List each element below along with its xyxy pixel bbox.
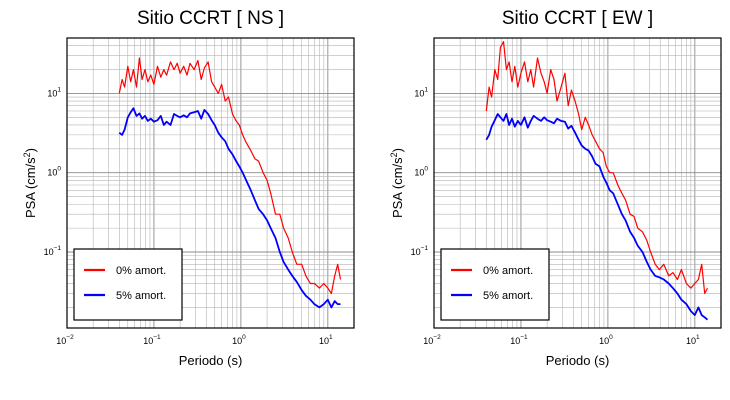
x-tick-label: 100 [232,334,246,346]
y-tick-label: 100 [47,166,61,178]
x-tick-label: 10−2 [56,334,74,346]
legend-box [73,248,183,321]
legend-box [440,248,550,321]
y-axis-label: PSA (cm/s2) [389,148,405,218]
chart-panel-1: Sitio CCRT [ EW ] 10−2 10−1 100 101 10−1 100 10… [389,8,722,368]
chart-panel-0: Sitio CCRT [ NS ] 10−2 10−1 100 101 10−1 100 10… [22,8,355,368]
x-tick-label: 100 [599,334,613,346]
y-tick-label: 100 [414,166,428,178]
legend-label: 5% amort. [116,290,166,302]
series-line-damped [485,113,709,321]
x-tick-label: 10−2 [423,334,441,346]
grid [66,37,355,328]
legend: 0% amort. 5% amort. [73,248,183,321]
x-tick-label: 101 [686,334,700,346]
plot-frame [66,37,355,329]
y-tick-label: 101 [414,86,428,98]
y-tick-label: 10−1 [44,245,62,257]
x-axis-label: Periodo (s) [546,353,610,368]
plot-frame [433,37,722,329]
x-tick-label: 10−1 [510,334,528,346]
y-tick-label: 10−1 [411,245,429,257]
series-line-undamped [118,57,342,295]
chart-title: Sitio CCRT [ NS ] [137,8,284,29]
legend-label: 5% amort. [483,290,533,302]
grid [433,37,722,328]
x-tick-label: 10−1 [143,334,161,346]
legend-label: 0% amort. [483,265,533,277]
series-line-undamped [485,40,709,295]
series-line-damped [118,107,341,309]
x-tick-label: 101 [319,334,333,346]
y-axis-label: PSA (cm/s2) [22,148,38,218]
y-tick-label: 101 [47,86,61,98]
legend-label: 0% amort. [116,265,166,277]
x-axis-label: Periodo (s) [179,353,243,368]
legend: 0% amort. 5% amort. [440,248,550,321]
chart-title: Sitio CCRT [ EW ] [502,8,653,29]
